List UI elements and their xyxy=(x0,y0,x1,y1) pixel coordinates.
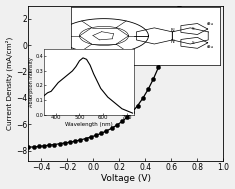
Y-axis label: Current Density (mA/cm²): Current Density (mA/cm²) xyxy=(6,37,13,130)
X-axis label: Voltage (V): Voltage (V) xyxy=(101,174,151,184)
